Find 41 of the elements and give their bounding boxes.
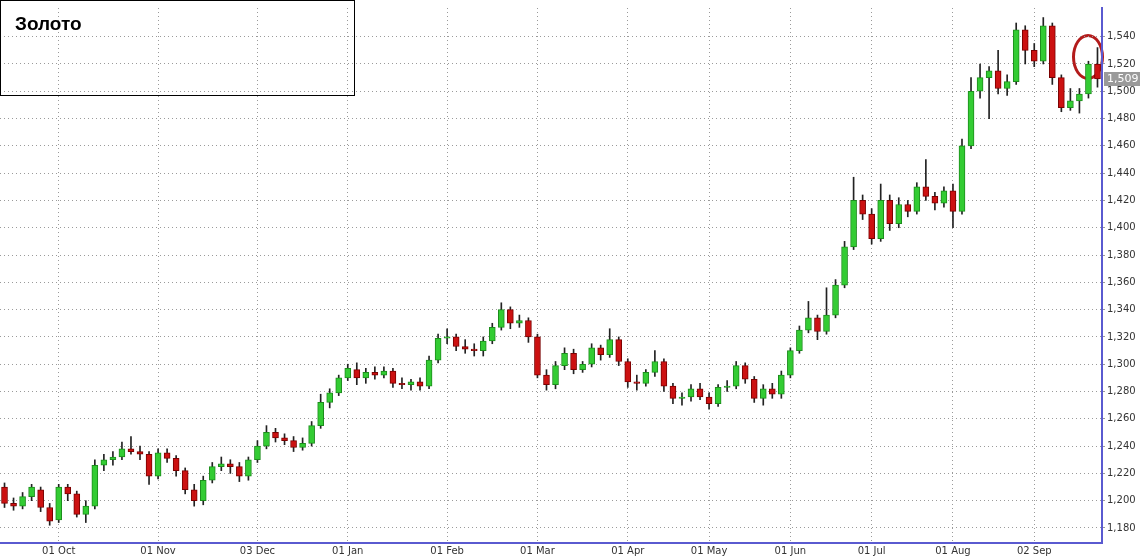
x-tick-label: 01 Jul [857, 544, 886, 556]
x-tick-label: 01 Mar [520, 544, 556, 556]
y-tick-label: 1,360 [1107, 275, 1136, 287]
x-tick-label: 01 Feb [430, 544, 464, 556]
y-tick-label: 1,440 [1107, 166, 1136, 178]
candlestick [633, 374, 641, 391]
y-tick-label: 1,420 [1107, 194, 1136, 206]
x-tick-label: 01 Oct [42, 544, 76, 556]
annotation: 1,509 [1107, 71, 1139, 85]
y-tick-label: 1,200 [1107, 494, 1136, 506]
candlestick [985, 66, 993, 119]
candlestick [678, 392, 686, 406]
y-tick-label: 1,500 [1107, 84, 1136, 96]
y-tick-label: 1,380 [1107, 248, 1136, 260]
candlestick [723, 380, 731, 392]
y-tick-label: 1,480 [1107, 112, 1136, 124]
y-tick-label: 1,460 [1107, 139, 1136, 151]
y-tick-label: 1,340 [1107, 303, 1136, 315]
y-tick-label: 1,280 [1107, 385, 1136, 397]
y-tick-label: 1,300 [1107, 357, 1136, 369]
y-tick-label: 1,400 [1107, 221, 1136, 233]
candlestick [127, 436, 135, 455]
candlestick [461, 339, 469, 354]
y-tick-label: 1,520 [1107, 57, 1136, 69]
x-tick-label: 01 Nov [140, 544, 176, 556]
y-tick-label: 1,260 [1107, 412, 1136, 424]
x-tick-label: 01 Jan [332, 544, 364, 556]
x-tick-label: 01 Jun [774, 544, 807, 556]
y-tick-label: 1,220 [1107, 466, 1136, 478]
chart-title: Золото [0, 0, 355, 96]
candlestick [443, 328, 451, 345]
x-tick-label: 02 Sep [1016, 544, 1052, 556]
y-tick-label: 1,540 [1107, 30, 1136, 42]
x-tick-label: 03 Dec [239, 544, 276, 556]
y-tick-label: 1,240 [1107, 439, 1136, 451]
y-tick-label: 1,180 [1107, 521, 1136, 533]
y-tick-label: 1,320 [1107, 330, 1136, 342]
x-tick-label: 01 Aug [935, 544, 971, 556]
candlestick [922, 159, 930, 201]
x-tick-label: 01 Apr [611, 544, 646, 556]
x-tick-label: 01 May [690, 544, 728, 556]
